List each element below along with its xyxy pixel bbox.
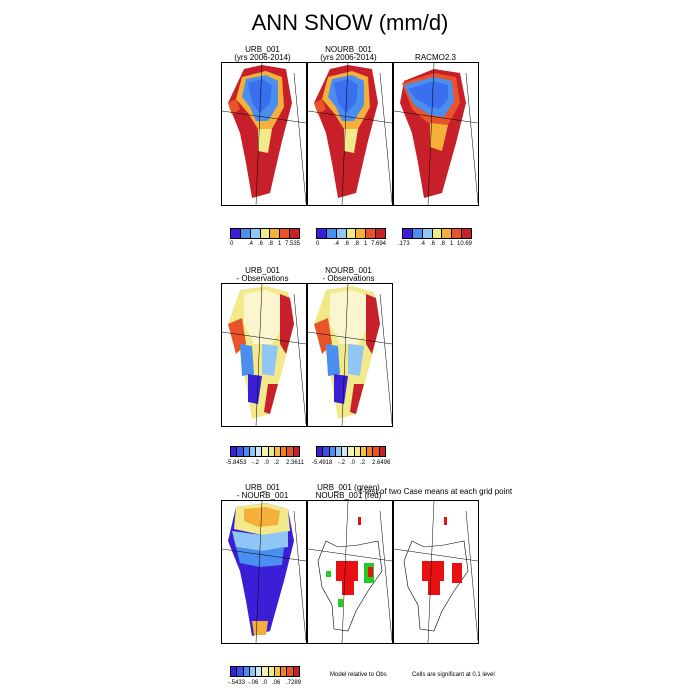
greenland-significance-map xyxy=(394,501,478,643)
note-significance: Cells are significant at 0.1 level xyxy=(412,672,495,678)
note-model-relative: Model relative to Obs xyxy=(330,672,387,678)
map-nourb-snow xyxy=(307,62,393,206)
greenland-bias-map xyxy=(308,284,392,426)
colorbar-nourb-snow xyxy=(316,228,386,239)
map-urb-minus-nourb xyxy=(221,500,307,644)
map-urb-minus-obs xyxy=(221,283,307,427)
greenland-bias-map xyxy=(222,284,306,426)
map-nourb-minus-obs xyxy=(307,283,393,427)
map-significance-both xyxy=(307,500,393,644)
greenland-diff-map xyxy=(222,501,306,643)
map-significance-red xyxy=(393,500,479,644)
map-urb-snow xyxy=(221,62,307,206)
colorbar-racmo-snow xyxy=(402,228,472,239)
greenland-snow-map xyxy=(308,63,392,205)
ttest-title: t-test of two Case means at each grid po… xyxy=(360,487,513,496)
colorbar-urb-snow xyxy=(230,228,300,239)
colorbar-diff xyxy=(230,666,300,677)
panel-title-nourb: NOURB_001 (yrs 2006-2014) xyxy=(320,45,377,62)
greenland-significance-map xyxy=(308,501,392,643)
figure-title: ANN SNOW (mm/d) xyxy=(251,10,449,35)
greenland-snow-map xyxy=(394,63,478,205)
panel-title-urb: URB_001 (yrs 2006-2014) xyxy=(234,45,291,62)
colorbar-urb-bias xyxy=(230,446,300,457)
panel-title-significance: URB_001 (green) NOURB_001 (red) xyxy=(315,483,382,500)
colorbar-nourb-bias xyxy=(316,446,386,457)
panel-title-nourb-obs: NOURB_001- Observations xyxy=(322,266,375,283)
map-racmo-snow xyxy=(393,62,479,206)
panel-title-racmo: RACMO2.3 xyxy=(415,53,456,62)
greenland-snow-map xyxy=(222,63,306,205)
panel-title-urb-obs: URB_001- Observations xyxy=(236,266,289,283)
panel-title-urb-minus-nourb: URB_001- NOURB_001 xyxy=(236,483,289,500)
